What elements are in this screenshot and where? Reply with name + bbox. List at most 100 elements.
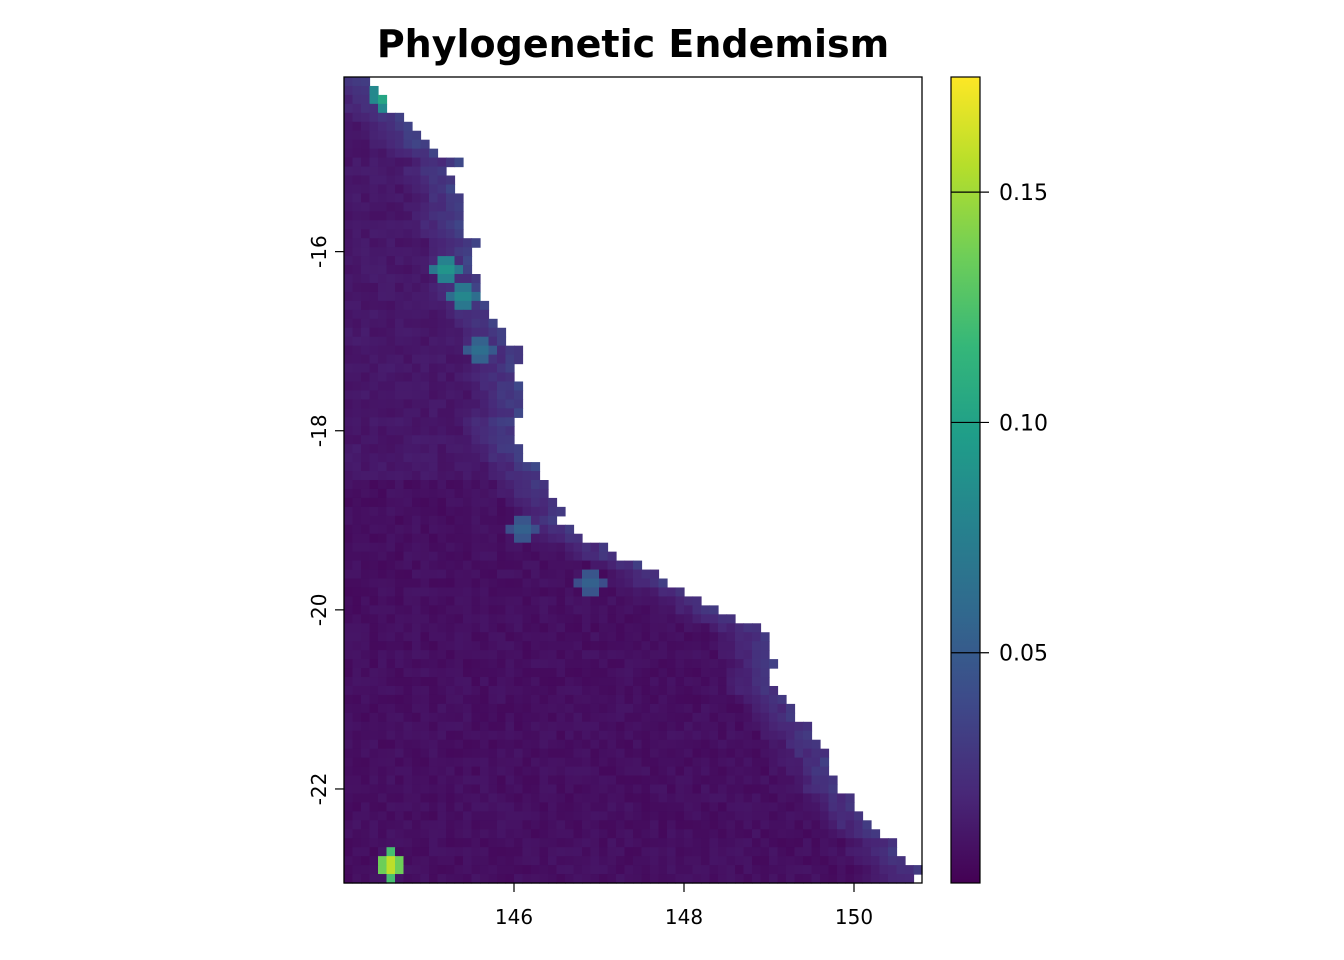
raster-cell — [505, 551, 515, 562]
raster-cell — [403, 811, 413, 821]
raster-cell — [735, 748, 745, 759]
raster-cell — [412, 560, 422, 571]
raster-cell — [786, 820, 796, 830]
raster-cell — [718, 865, 728, 875]
raster-cell — [590, 820, 600, 830]
raster-cell — [803, 793, 813, 803]
raster-cell — [386, 712, 396, 723]
raster-cell — [760, 865, 770, 875]
raster-cell — [803, 730, 813, 741]
raster-cell — [403, 453, 413, 463]
raster-cell — [429, 551, 439, 562]
raster-cell — [497, 829, 507, 839]
raster-cell — [480, 730, 490, 741]
raster-cell — [429, 623, 439, 633]
raster-cell — [463, 668, 473, 678]
raster-cell — [505, 865, 515, 875]
raster-cell — [403, 390, 413, 400]
raster-cell — [420, 256, 430, 266]
raster-cell — [386, 345, 396, 356]
raster-cell — [514, 632, 524, 642]
raster-cell — [701, 703, 711, 714]
raster-cell — [522, 462, 532, 472]
raster-cell — [667, 847, 677, 857]
raster-cell — [769, 829, 779, 839]
raster-cell — [709, 650, 719, 660]
colorbar-ramp — [950, 76, 981, 884]
raster-cell — [361, 730, 371, 741]
raster-cell — [879, 847, 889, 857]
raster-cell — [556, 712, 566, 723]
raster-cell — [446, 229, 456, 239]
raster-cell — [497, 721, 507, 732]
raster-cell — [497, 524, 507, 535]
colorbar-tick-label: 0.10 — [999, 411, 1048, 436]
raster-cell — [361, 533, 371, 544]
raster-cell — [344, 148, 354, 159]
raster-cell — [539, 677, 549, 687]
raster-cell — [454, 802, 464, 812]
raster-cell — [429, 560, 439, 571]
raster-cell — [446, 677, 456, 687]
raster-cell — [743, 874, 753, 884]
raster-cell — [667, 775, 677, 786]
raster-cell — [361, 318, 371, 329]
raster-cell — [386, 462, 396, 472]
raster-cell — [412, 238, 422, 248]
raster-cell — [412, 327, 422, 338]
raster-cell — [395, 238, 405, 248]
raster-cell — [667, 856, 677, 866]
raster-cell — [641, 847, 651, 857]
raster-cell — [378, 148, 388, 159]
raster-cell — [845, 820, 855, 830]
raster-cell — [395, 515, 405, 526]
raster-cell — [369, 856, 379, 866]
raster-cell — [658, 865, 668, 875]
raster-cell — [369, 157, 379, 168]
raster-cell — [607, 757, 617, 768]
raster-cell — [633, 793, 643, 803]
raster-cell — [607, 712, 617, 723]
raster-cell — [573, 685, 583, 696]
raster-cell — [726, 793, 736, 803]
raster-cell — [395, 112, 405, 123]
raster-cell — [718, 739, 728, 750]
raster-cell — [650, 757, 660, 768]
raster-cell — [352, 515, 362, 526]
raster-cell — [480, 309, 490, 320]
raster-cell — [684, 739, 694, 750]
raster-cell — [412, 811, 422, 821]
raster-cell — [471, 578, 481, 589]
raster-cell — [616, 560, 626, 571]
raster-cell — [803, 775, 813, 786]
raster-cell — [395, 193, 405, 203]
raster-cell — [480, 497, 490, 508]
raster-cell — [718, 757, 728, 768]
raster-cell — [395, 838, 405, 848]
raster-cell — [480, 435, 490, 445]
raster-cell — [862, 847, 872, 857]
raster-cell — [412, 874, 422, 884]
raster-cell — [650, 668, 660, 678]
raster-cell — [658, 766, 668, 777]
raster-cell — [488, 757, 498, 768]
raster-cell — [692, 793, 702, 803]
raster-cell — [505, 641, 515, 651]
raster-cell — [403, 211, 413, 221]
raster-cell — [573, 748, 583, 759]
raster-cell — [531, 784, 541, 795]
raster-cell — [361, 291, 371, 302]
raster-cell — [352, 256, 362, 266]
raster-cell — [454, 560, 464, 571]
raster-cell — [420, 524, 430, 535]
raster-cell — [522, 632, 532, 642]
x-tick-label: 148 — [665, 905, 703, 929]
raster-cell — [633, 874, 643, 884]
raster-cell — [420, 757, 430, 768]
raster-cell — [701, 784, 711, 795]
raster-cell — [369, 336, 379, 347]
raster-cell — [701, 632, 711, 642]
raster-cell — [786, 757, 796, 768]
raster-cell — [454, 694, 464, 705]
raster-cell — [760, 802, 770, 812]
